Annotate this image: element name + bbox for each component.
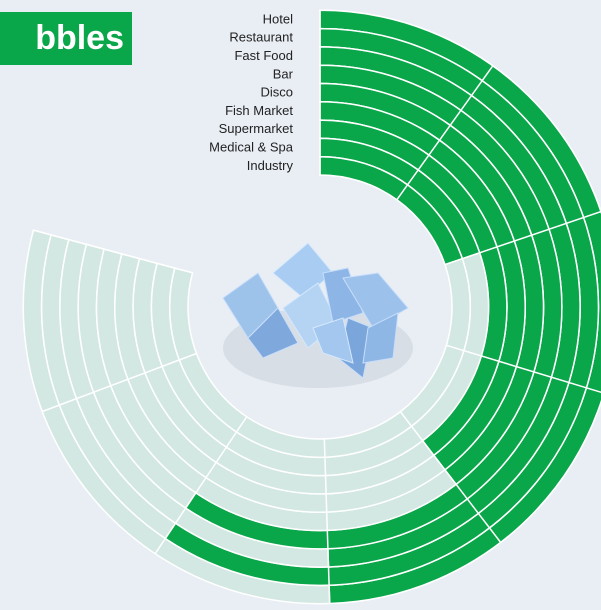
title-box <box>0 12 132 65</box>
category-label: Industry <box>247 158 294 173</box>
category-label: Bar <box>273 66 294 81</box>
category-label: Supermarket <box>219 121 294 136</box>
category-label: Hotel <box>263 11 293 26</box>
category-label: Disco <box>260 85 293 100</box>
divider-line <box>396 65 494 201</box>
divider-line <box>154 416 248 555</box>
divider-line <box>42 352 197 413</box>
divider-line <box>446 344 601 394</box>
divider-line <box>444 210 601 266</box>
category-label: Fish Market <box>225 103 293 118</box>
divider-line <box>399 411 502 543</box>
ice-image <box>222 242 413 388</box>
chart-title: bbles <box>35 19 124 57</box>
category-label: Fast Food <box>234 48 293 63</box>
category-label: Medical & Spa <box>209 140 294 155</box>
category-label: Restaurant <box>229 30 293 45</box>
track <box>168 155 472 459</box>
divider-line <box>323 438 331 604</box>
rings <box>22 9 601 605</box>
divider-line <box>33 229 193 274</box>
